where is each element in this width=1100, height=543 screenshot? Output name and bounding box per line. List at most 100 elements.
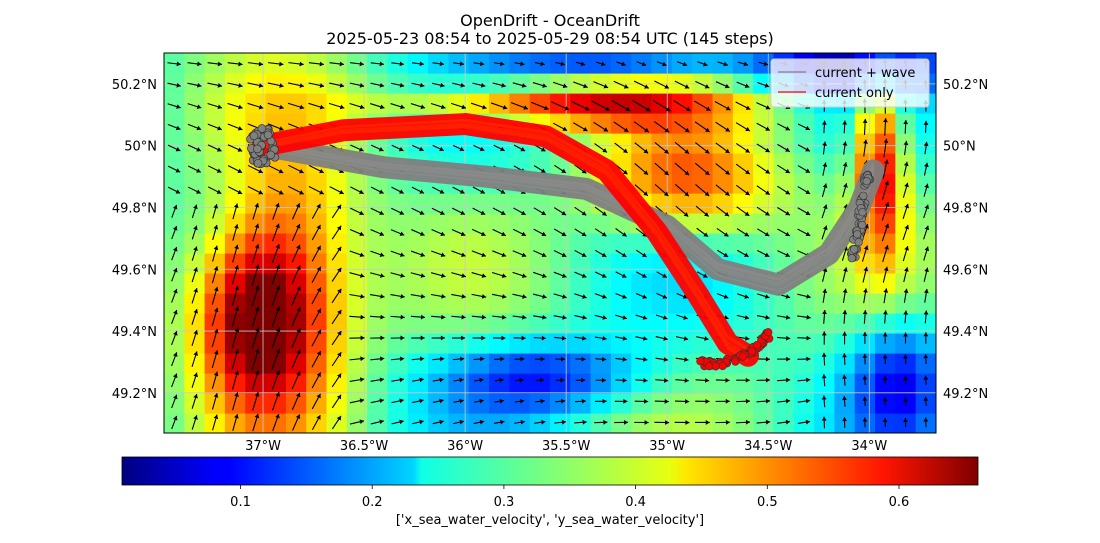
speed-cell <box>184 133 206 154</box>
current-arrow <box>331 394 342 409</box>
speed-cell <box>509 413 531 433</box>
current-arrow <box>737 249 749 258</box>
speed-cell <box>529 393 551 414</box>
speed-cell <box>590 333 612 354</box>
speed-cell <box>204 233 226 254</box>
speed-cell <box>509 293 531 314</box>
speed-cell <box>285 313 307 334</box>
speed-cell <box>245 393 267 414</box>
speed-cell <box>326 373 348 394</box>
speed-cell <box>164 73 185 94</box>
current-arrow <box>370 419 384 425</box>
speed-cell <box>468 413 490 433</box>
speed-cell <box>610 273 632 294</box>
current-arrow <box>349 82 365 88</box>
speed-cell <box>326 213 348 234</box>
speed-cell <box>265 253 287 274</box>
current-arrow <box>390 103 405 110</box>
current-arrow <box>432 398 444 404</box>
speed-cell <box>773 373 795 394</box>
current-arrow <box>430 272 446 278</box>
current-arrow <box>287 102 305 110</box>
current-arrow <box>903 417 908 427</box>
speed-cell <box>732 413 754 433</box>
current-arrow <box>431 335 445 341</box>
current-arrow <box>654 162 670 176</box>
current-arrow <box>251 285 260 307</box>
current-arrow <box>251 306 260 328</box>
current-arrow <box>655 378 669 383</box>
speed-cell <box>732 393 754 414</box>
current-arrow <box>882 354 888 364</box>
current-arrow <box>171 309 178 324</box>
current-arrow <box>736 398 750 404</box>
speed-cell <box>164 413 185 433</box>
speed-cell <box>184 273 206 294</box>
current-arrow <box>822 288 828 303</box>
speed-cell <box>224 353 246 374</box>
speed-cell <box>245 273 267 294</box>
current-arrow <box>756 293 770 299</box>
current-arrow <box>821 120 827 134</box>
current-arrow <box>553 207 567 216</box>
speed-cell <box>671 133 693 154</box>
speed-cell <box>164 333 185 354</box>
speed-cell <box>509 353 531 374</box>
current-arrow <box>212 245 219 262</box>
speed-cell <box>814 293 836 314</box>
end-particle <box>847 254 856 263</box>
current-arrow <box>491 293 507 299</box>
current-arrow <box>635 249 647 258</box>
current-arrow <box>676 61 688 67</box>
trajectory-line <box>262 142 874 281</box>
current-arrow <box>736 293 750 299</box>
current-arrow <box>594 143 608 153</box>
end-particle <box>747 347 757 356</box>
speed-cell <box>590 213 612 234</box>
current-arrow <box>574 293 587 299</box>
speed-cell <box>793 193 815 214</box>
current-arrow <box>212 414 219 431</box>
current-arrow <box>308 61 324 67</box>
speed-cell <box>468 73 490 94</box>
current-arrow <box>822 162 828 176</box>
current-arrow <box>452 144 465 152</box>
current-arrow <box>756 206 770 216</box>
current-arrow <box>370 377 385 383</box>
current-arrow <box>715 81 730 89</box>
speed-cell <box>814 153 836 174</box>
current-arrow <box>171 204 178 218</box>
current-arrow <box>797 165 811 174</box>
speed-cell <box>610 333 632 354</box>
speed-cell <box>245 253 267 274</box>
current-arrow <box>533 165 546 174</box>
current-arrow <box>632 99 651 112</box>
trajectory-line <box>262 145 874 286</box>
speed-cell <box>692 153 714 174</box>
current-arrow <box>311 224 321 241</box>
current-arrow <box>615 293 627 299</box>
speed-cell <box>550 233 571 254</box>
speed-cell <box>773 133 795 154</box>
speed-cell <box>671 413 693 433</box>
speed-cell <box>732 113 754 134</box>
current-arrow <box>862 310 868 324</box>
speed-cell <box>346 393 368 414</box>
current-arrow <box>167 165 181 173</box>
current-arrow <box>331 351 342 367</box>
speed-cell <box>793 413 815 433</box>
current-arrow <box>370 335 385 341</box>
start-particle <box>266 150 276 160</box>
current-arrow <box>411 356 425 362</box>
current-arrow <box>390 250 405 257</box>
speed-cell <box>793 353 815 374</box>
speed-cell <box>712 133 734 154</box>
speed-cell <box>184 233 206 254</box>
current-arrow <box>513 335 526 341</box>
current-arrow <box>490 102 508 110</box>
current-arrow <box>736 228 750 237</box>
speed-cell <box>610 133 632 154</box>
speed-cell <box>285 233 307 254</box>
end-particle <box>752 340 762 350</box>
speed-cell <box>367 273 389 294</box>
